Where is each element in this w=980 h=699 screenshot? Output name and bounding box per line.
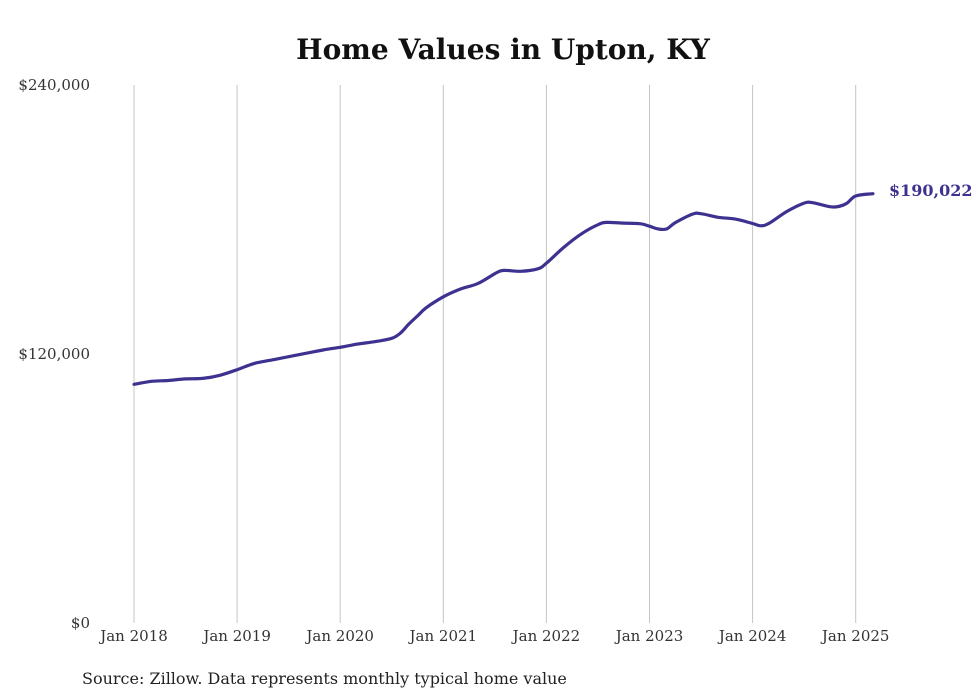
source-note: Source: Zillow. Data represents monthly … [82, 669, 567, 688]
grid-lines [133, 85, 857, 623]
y-tick-label: $0 [71, 614, 90, 632]
x-tick-label: Jan 2023 [614, 627, 684, 645]
y-axis-ticks: $0 $120,000 $240,000 [18, 76, 90, 632]
x-axis-ticks: Jan 2018 Jan 2019 Jan 2020 Jan 2021 Jan 2022… [98, 627, 889, 645]
x-tick-label: Jan 2022 [511, 627, 581, 645]
y-tick-label: $240,000 [18, 76, 90, 94]
x-tick-label: Jan 2019 [201, 627, 271, 645]
x-tick-label: Jan 2018 [98, 627, 168, 645]
series-layer [132, 192, 875, 386]
x-tick-label: Jan 2021 [408, 627, 478, 645]
x-tick-label: Jan 2025 [820, 627, 890, 645]
series-line [132, 192, 875, 386]
x-tick-label: Jan 2024 [717, 627, 787, 645]
x-tick-label: Jan 2020 [304, 627, 374, 645]
end-value-label: $190,022 [889, 181, 973, 200]
chart-title: Home Values in Upton, KY [296, 33, 711, 66]
y-tick-label: $120,000 [18, 345, 90, 363]
